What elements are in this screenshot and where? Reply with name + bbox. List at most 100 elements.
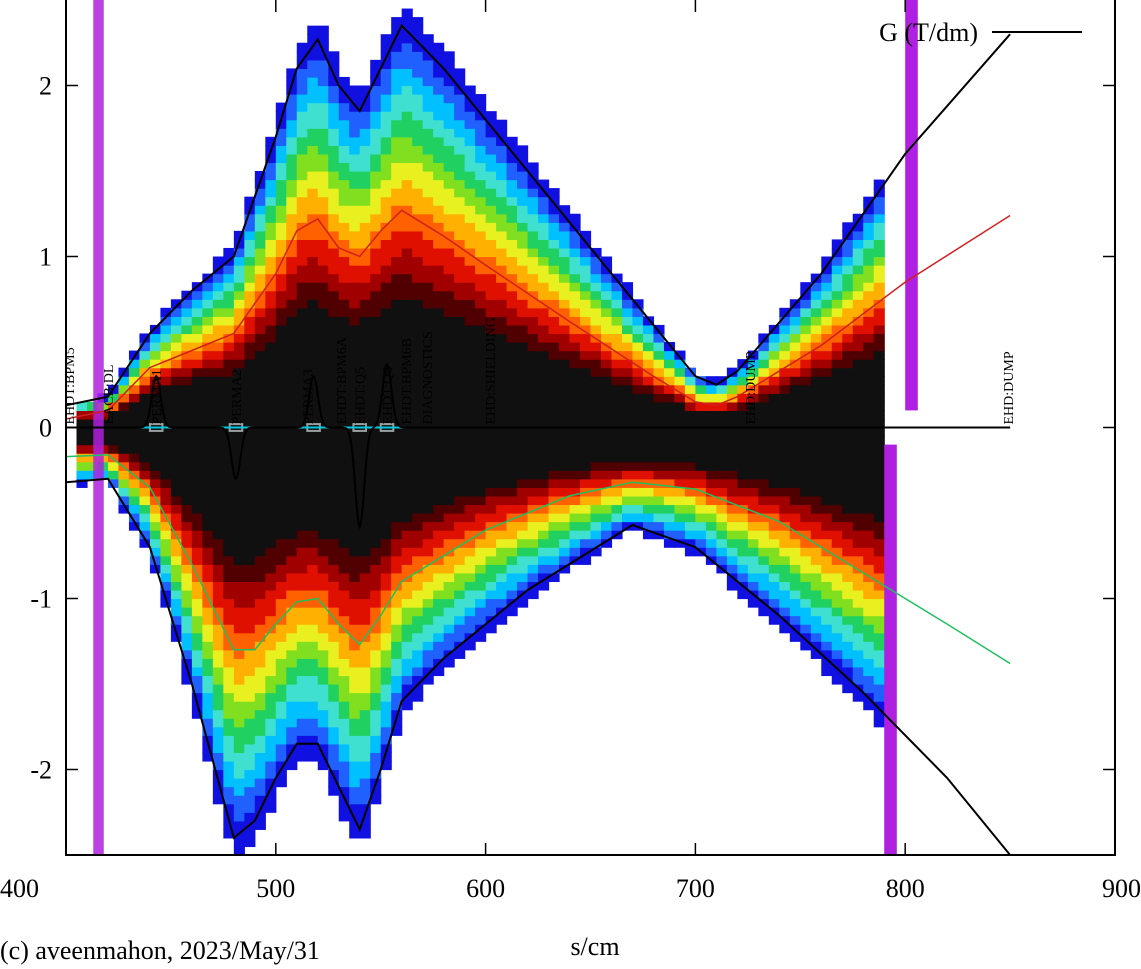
heatmap-cell (600, 453, 613, 463)
heatmap-cell (391, 376, 403, 386)
heatmap-cell (800, 487, 812, 497)
heatmap-cell (842, 572, 854, 582)
heatmap-cell (768, 393, 780, 403)
heatmap-cell (496, 350, 508, 360)
heatmap-cell (307, 316, 319, 326)
heatmap-cell (149, 410, 162, 420)
heatmap-cell (223, 376, 235, 386)
heatmap-cell (349, 307, 361, 317)
heatmap-cell (349, 153, 361, 164)
heatmap-cell (747, 367, 759, 377)
heatmap-cell (391, 256, 403, 266)
heatmap-cell (737, 470, 749, 480)
heatmap-cell (873, 598, 885, 608)
heatmap-cell (296, 504, 308, 514)
heatmap-cell (149, 384, 162, 394)
heatmap-cell (716, 393, 728, 403)
heatmap-cell (391, 436, 403, 446)
heatmap-cell (370, 444, 382, 454)
heatmap-cell (422, 256, 434, 266)
heatmap-cell (223, 324, 235, 335)
heatmap-cell (726, 418, 738, 429)
heatmap-cell (170, 538, 182, 548)
heatmap-cell (170, 598, 182, 608)
heatmap-cell (506, 478, 518, 488)
heatmap-cell (296, 427, 308, 437)
heatmap-cell (768, 342, 780, 352)
heatmap-cell (317, 410, 329, 420)
heatmap-cell (412, 222, 424, 232)
heatmap-cell (852, 239, 864, 249)
heatmap-cell (684, 530, 696, 540)
heatmap-cell (359, 820, 371, 830)
heatmap-cell (296, 316, 308, 326)
heatmap-cell (338, 342, 350, 352)
heatmap-cell (527, 342, 539, 352)
element-label: EHDT:BPM6B (400, 338, 415, 424)
heatmap-cell (653, 513, 665, 523)
heatmap-cell (590, 282, 602, 292)
element-label: EHDT:BPM6A (335, 336, 350, 424)
heatmap-cell (286, 470, 298, 480)
heatmap-cell (433, 196, 445, 206)
heatmap-cell (422, 436, 434, 446)
heatmap-cell (800, 589, 812, 600)
heatmap-cell (842, 487, 854, 497)
heatmap-cell (296, 162, 308, 172)
heatmap-cell (600, 376, 613, 386)
heatmap-cell (464, 376, 476, 386)
heatmap-cell (517, 179, 529, 189)
heatmap-cell (181, 350, 193, 360)
heatmap-cell (202, 350, 214, 360)
heatmap-cell (464, 171, 476, 181)
heatmap-cell (338, 265, 350, 275)
heatmap-cell (821, 478, 833, 488)
heatmap-cell (349, 171, 361, 181)
heatmap-cell (212, 589, 224, 600)
heatmap-cell (496, 128, 508, 138)
heatmap-cell (454, 513, 466, 523)
heatmap-cell (244, 487, 256, 497)
heatmap-cell (842, 607, 854, 617)
heatmap-cell (569, 333, 581, 343)
heatmap-cell (338, 119, 350, 129)
heatmap-cell (380, 119, 392, 129)
heatmap-cell (842, 521, 854, 531)
heatmap-cell (517, 205, 529, 215)
heatmap-cell (873, 701, 885, 711)
heatmap-cell (275, 171, 287, 181)
heatmap-cell (873, 265, 885, 275)
heatmap-cell (674, 444, 686, 454)
heatmap-cell (338, 786, 350, 796)
heatmap-cell (317, 487, 329, 497)
heatmap-cell (286, 572, 298, 582)
heatmap-cell (296, 692, 308, 702)
heatmap-cell (443, 230, 455, 240)
heatmap-cell (296, 393, 308, 403)
heatmap-cell (527, 273, 539, 283)
heatmap-cell (569, 342, 581, 352)
heatmap-cell (380, 521, 392, 531)
heatmap-cell (496, 359, 508, 369)
heatmap-cell (810, 333, 822, 343)
heatmap-cell (223, 453, 235, 463)
heatmap-cell (170, 495, 182, 506)
heatmap-cell (464, 624, 476, 634)
heatmap-cell (338, 427, 350, 437)
heatmap-cell (475, 427, 487, 437)
heatmap-cell (401, 701, 413, 711)
heatmap-cell (443, 85, 455, 95)
heatmap-cell (317, 760, 329, 771)
heatmap-cell (433, 649, 445, 659)
heatmap-cell (590, 470, 602, 480)
heatmap-cell (653, 342, 665, 352)
heatmap-cell (737, 530, 749, 540)
heatmap-cell (705, 376, 717, 386)
heatmap-cell (580, 290, 592, 300)
heatmap-cell (265, 769, 277, 779)
heatmap-cell (433, 641, 445, 651)
heatmap-cell (538, 273, 550, 283)
heatmap-cell (296, 188, 308, 198)
heatmap-cell (212, 367, 224, 377)
heatmap-cell (401, 85, 413, 95)
